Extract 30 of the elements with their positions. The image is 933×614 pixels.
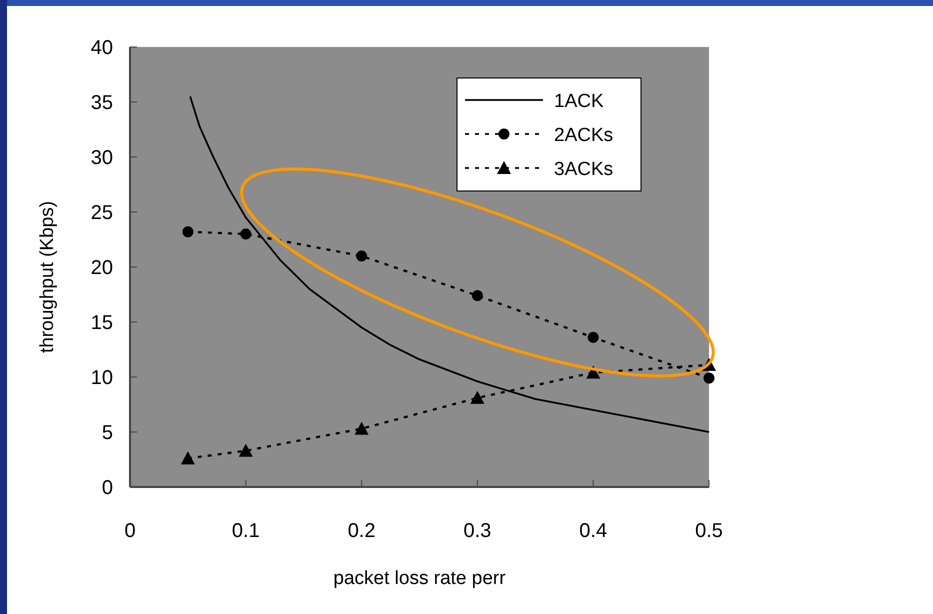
y-tick-label: 30 <box>90 147 113 169</box>
point <box>240 228 252 240</box>
y-axis-title: throughput (Kbps) <box>37 200 58 354</box>
y-tick-label: 20 <box>90 257 113 279</box>
y-tick-label: 15 <box>90 312 113 334</box>
legend-label: 1ACK <box>554 91 604 112</box>
point <box>472 290 483 302</box>
y-tick-label: 10 <box>90 367 113 389</box>
y-tick-label: 35 <box>90 92 113 114</box>
x-tick-label: 0.1 <box>232 520 260 542</box>
x-tick-label: 0.5 <box>695 520 723 542</box>
y-tick-label: 5 <box>102 422 113 444</box>
legend-label: 2ACKs <box>554 125 614 146</box>
y-tick-label: 0 <box>102 477 113 499</box>
x-tick-label: 0.2 <box>348 520 376 542</box>
point <box>704 372 714 384</box>
x-axis-title: packet loss rate perr <box>333 568 506 589</box>
point <box>180 451 195 464</box>
x-tick-label: 0 <box>124 520 136 542</box>
x-tick-label: 0.3 <box>463 520 492 542</box>
point <box>238 444 253 457</box>
legend-label: 3ACKs <box>554 159 614 180</box>
point <box>182 226 194 238</box>
x-tick-label: 0.4 <box>579 520 608 542</box>
point <box>356 250 368 262</box>
y-tick-label: 40 <box>90 37 113 59</box>
y-tick-label: 25 <box>90 202 113 224</box>
point <box>354 422 369 435</box>
point <box>588 332 599 343</box>
point <box>470 390 484 404</box>
